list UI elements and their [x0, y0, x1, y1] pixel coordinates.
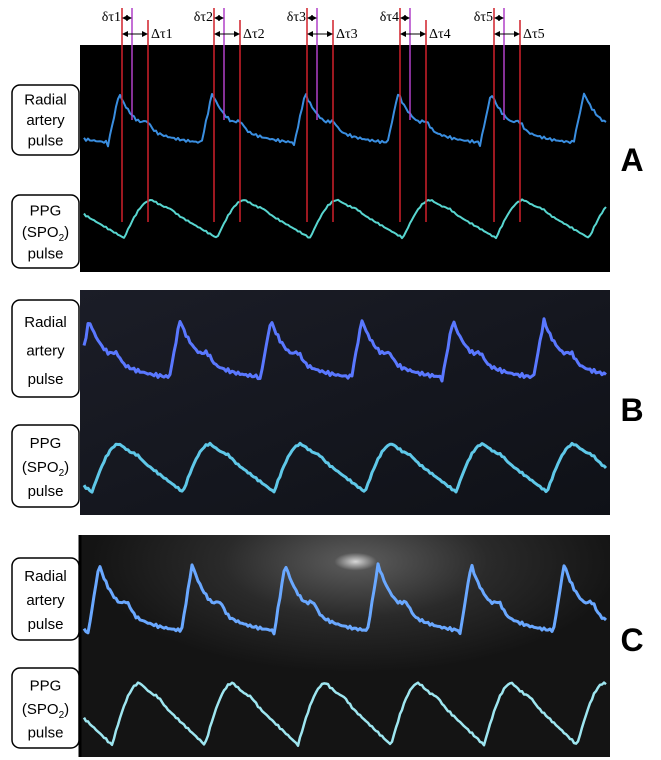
radial-label: Radial: [24, 92, 67, 109]
small-interval-label: δτ3: [287, 10, 306, 25]
label-box: [11, 424, 80, 508]
ppg-label: PPG: [30, 677, 62, 694]
screen-a: [80, 45, 610, 272]
small-interval-label: δτ5: [474, 10, 493, 25]
ppg-label-part: (SPO: [22, 701, 59, 718]
radial-label: artery: [26, 112, 65, 129]
label-box: [11, 557, 80, 641]
radial-label: artery: [26, 343, 65, 360]
waveform: [82, 562, 608, 636]
ppg-label: pulse: [28, 245, 64, 262]
ppg-label: (SPO2): [22, 224, 69, 244]
radial-label: pulse: [28, 371, 64, 388]
ppg-label-part: ): [64, 701, 69, 718]
radial-label: Radial: [24, 568, 67, 585]
label-box: [11, 194, 80, 269]
radial-label: Radial: [24, 314, 67, 331]
ppg-label: (SPO2): [22, 701, 69, 721]
ppg-label-sub: 2: [59, 710, 65, 721]
small-interval-label: δτ2: [194, 10, 213, 25]
waveform: [83, 92, 607, 148]
panel-letter: A: [620, 142, 643, 178]
waveform: [83, 198, 607, 240]
large-interval-label: Δτ1: [151, 27, 173, 42]
ppg-label-part: (SPO: [22, 459, 59, 476]
ppg-label-part: ): [64, 224, 69, 241]
small-interval-label: δτ1: [102, 10, 121, 25]
ppg-label-sub: 2: [59, 468, 65, 479]
screen-c: [80, 535, 610, 757]
ppg-label: PPG: [30, 202, 62, 219]
ppg-label: pulse: [28, 724, 64, 741]
panel-letter: B: [620, 392, 643, 428]
large-interval-label: Δτ3: [336, 27, 358, 42]
panel-letter: C: [620, 622, 643, 658]
waveform: [82, 317, 607, 383]
waveform: [82, 441, 608, 494]
radial-label: pulse: [28, 133, 64, 150]
ppg-label-sub: 2: [59, 233, 65, 244]
ppg-label: PPG: [30, 435, 62, 452]
small-interval-label: δτ4: [380, 10, 399, 25]
ppg-label: pulse: [28, 483, 64, 500]
radial-label: artery: [26, 592, 65, 609]
large-interval-label: Δτ5: [523, 27, 545, 42]
large-interval-label: Δτ2: [243, 27, 265, 42]
label-box: [11, 84, 80, 156]
ppg-label-part: (SPO: [22, 224, 59, 241]
waveform: [82, 681, 607, 747]
ppg-label-part: ): [64, 459, 69, 476]
ppg-label: (SPO2): [22, 459, 69, 479]
label-box: [11, 667, 80, 749]
radial-label: pulse: [28, 616, 64, 633]
large-interval-label: Δτ4: [429, 27, 451, 42]
label-box: [11, 299, 80, 398]
